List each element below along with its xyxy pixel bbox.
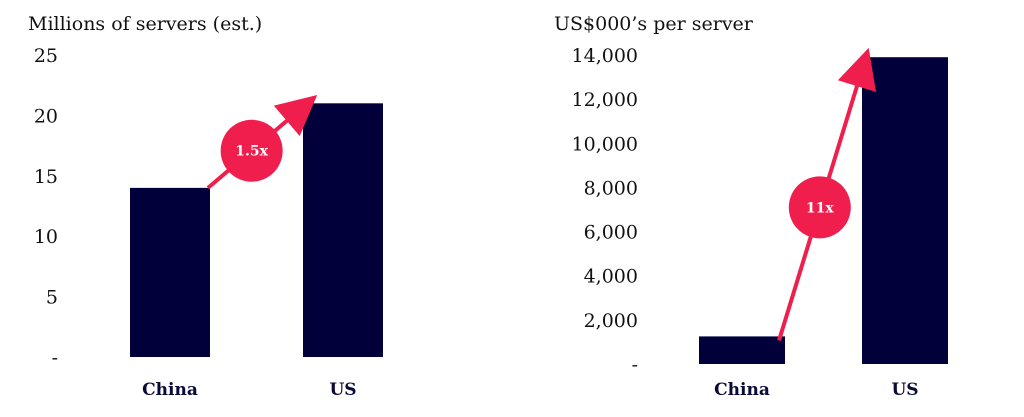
y-tick-label: 10,000 xyxy=(572,133,638,155)
y-tick-label: 4,000 xyxy=(584,266,638,288)
x-category-label: US xyxy=(329,380,356,400)
y-tick-label: 10 xyxy=(34,226,58,248)
y-axis-ticks: - 2,000 4,000 6,000 8,000 10,000 12,000 14,000 xyxy=(572,45,638,376)
y-tick-label: 2,000 xyxy=(584,310,638,332)
growth-arrow: 1.5x xyxy=(206,94,318,190)
multiplier-label: 1.5x xyxy=(235,144,268,160)
multiplier-label: 11x xyxy=(806,200,834,216)
bar-us xyxy=(303,103,383,357)
growth-arrow: 11x xyxy=(777,47,877,341)
bars xyxy=(130,103,383,357)
chart-cost-per-server: US$000’s per server - 2,000 4,000 6,000 8,00… xyxy=(554,13,948,400)
x-category-label: China xyxy=(142,380,198,400)
bar-us xyxy=(862,57,948,364)
x-axis-categories: China US xyxy=(714,380,918,400)
chart-title: Millions of servers (est.) xyxy=(28,13,262,35)
y-tick-label: 6,000 xyxy=(584,222,638,244)
multiplier-badge xyxy=(220,119,283,182)
bar-china xyxy=(699,336,785,364)
y-tick-label: 25 xyxy=(34,45,58,67)
chart-servers: Millions of servers (est.) - 5 10 15 20 25 Ch… xyxy=(28,13,383,400)
y-tick-label: 14,000 xyxy=(572,45,638,67)
y-tick-label: 8,000 xyxy=(584,177,638,199)
y-tick-label: 5 xyxy=(46,287,58,309)
y-tick-label: 20 xyxy=(34,105,58,127)
y-axis-ticks: - 5 10 15 20 25 xyxy=(34,45,58,369)
multiplier-badge xyxy=(788,176,851,239)
y-tick-label: - xyxy=(52,347,58,369)
x-category-label: China xyxy=(714,380,770,400)
chart-title: US$000’s per server xyxy=(554,13,754,35)
bars xyxy=(699,57,948,364)
x-category-label: US xyxy=(891,380,918,400)
bar-china xyxy=(130,187,210,357)
y-tick-label: - xyxy=(632,354,638,376)
y-tick-label: 12,000 xyxy=(572,89,638,111)
y-tick-label: 15 xyxy=(34,166,58,188)
x-axis-categories: China US xyxy=(142,380,356,400)
